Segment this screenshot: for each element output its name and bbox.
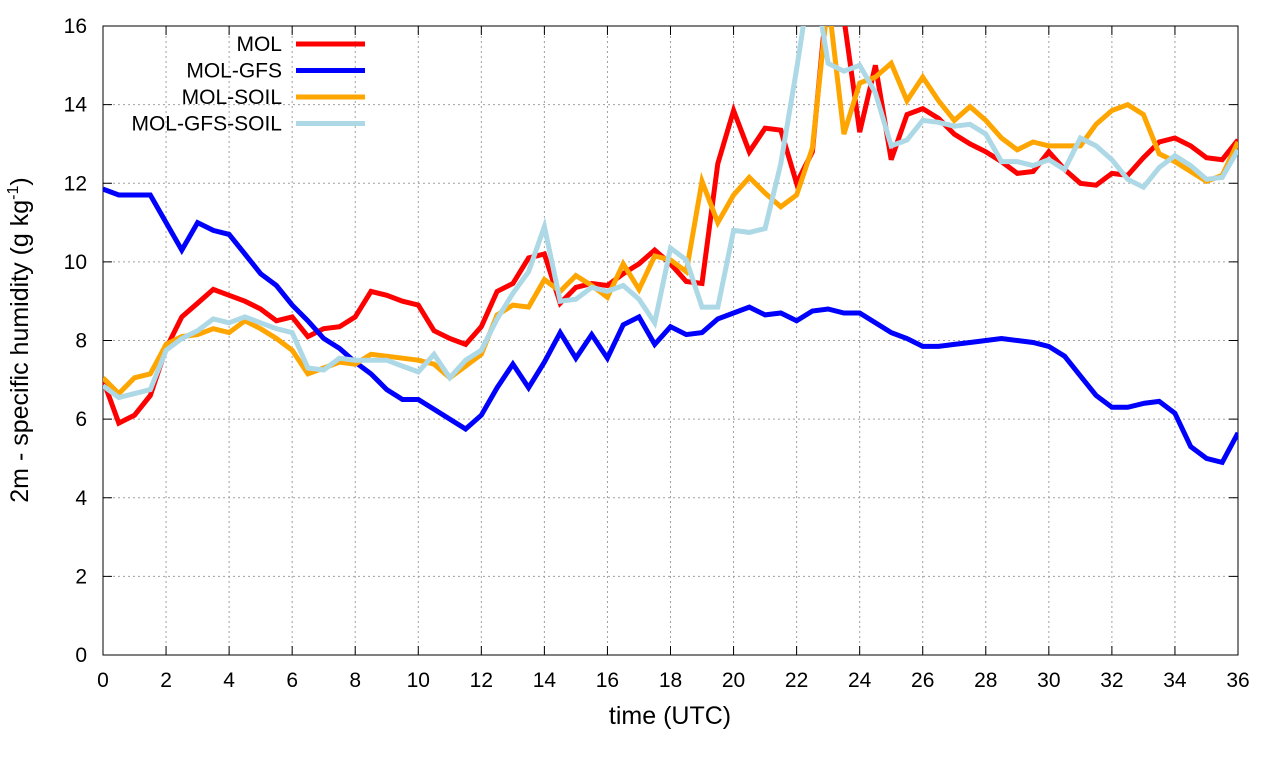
legend-label-mol-soil: MOL-SOIL: [182, 86, 282, 109]
series-line-mol: [103, 26, 1238, 427]
x-tick-label: 14: [533, 669, 557, 692]
legend-label-mol: MOL: [236, 33, 282, 56]
y-tick-label: 12: [64, 172, 87, 195]
x-tick-label: 2: [160, 669, 172, 692]
y-tick-label: 8: [75, 330, 87, 353]
y-tick-label: 14: [64, 94, 88, 117]
y-axis-label-superscript: -1: [5, 186, 22, 200]
x-tick-label: 34: [1163, 669, 1187, 692]
x-tick-label: 24: [848, 669, 872, 692]
series-group: [103, 26, 1238, 466]
x-tick-label: 0: [97, 669, 109, 692]
y-tick-label: 2: [75, 565, 87, 588]
series-line-mol-gfs: [103, 186, 1238, 466]
x-tick-label: 16: [596, 669, 619, 692]
x-tick-label: 20: [722, 669, 745, 692]
y-tick-label: 6: [75, 408, 87, 431]
x-tick-label: 18: [659, 669, 682, 692]
axis-ticks: 0 2 4 6 8 10 12 14 16 18 20 22 24 26 28 30 32 34 360246810…: [64, 15, 1250, 692]
x-tick-label: 36: [1226, 669, 1249, 692]
y-axis-label: 2m - specific humidity (g kg-1): [5, 177, 34, 502]
x-tick-label: 26: [911, 669, 934, 692]
legend: MOL MOL-GFS MOL-SOIL MOL-GFS-SOIL: [131, 33, 365, 136]
x-axis-label: time (UTC): [609, 702, 731, 730]
legend-label-mol-gfs: MOL-GFS: [186, 60, 282, 83]
y-tick-label: 16: [64, 15, 87, 38]
y-tick-label: 10: [64, 251, 87, 274]
x-tick-label: 10: [407, 669, 430, 692]
x-tick-label: 28: [974, 669, 997, 692]
x-tick-label: 22: [785, 669, 808, 692]
series-line-mol-gfs-soil: [103, 26, 1238, 401]
legend-label-mol-gfs-soil: MOL-GFS-SOIL: [131, 113, 282, 136]
x-tick-label: 12: [470, 669, 493, 692]
x-tick-label: 6: [286, 669, 298, 692]
x-tick-label: 32: [1100, 669, 1123, 692]
y-tick-label: 0: [75, 644, 87, 667]
grid-lines: [103, 26, 1238, 655]
y-axis-label-close: ): [6, 177, 34, 185]
x-tick-label: 30: [1037, 669, 1060, 692]
y-tick-label: 4: [75, 487, 87, 510]
y-axis-label-main: 2m - specific humidity (g kg: [6, 200, 34, 503]
x-tick-label: 8: [349, 669, 361, 692]
x-tick-label: 4: [223, 669, 235, 692]
